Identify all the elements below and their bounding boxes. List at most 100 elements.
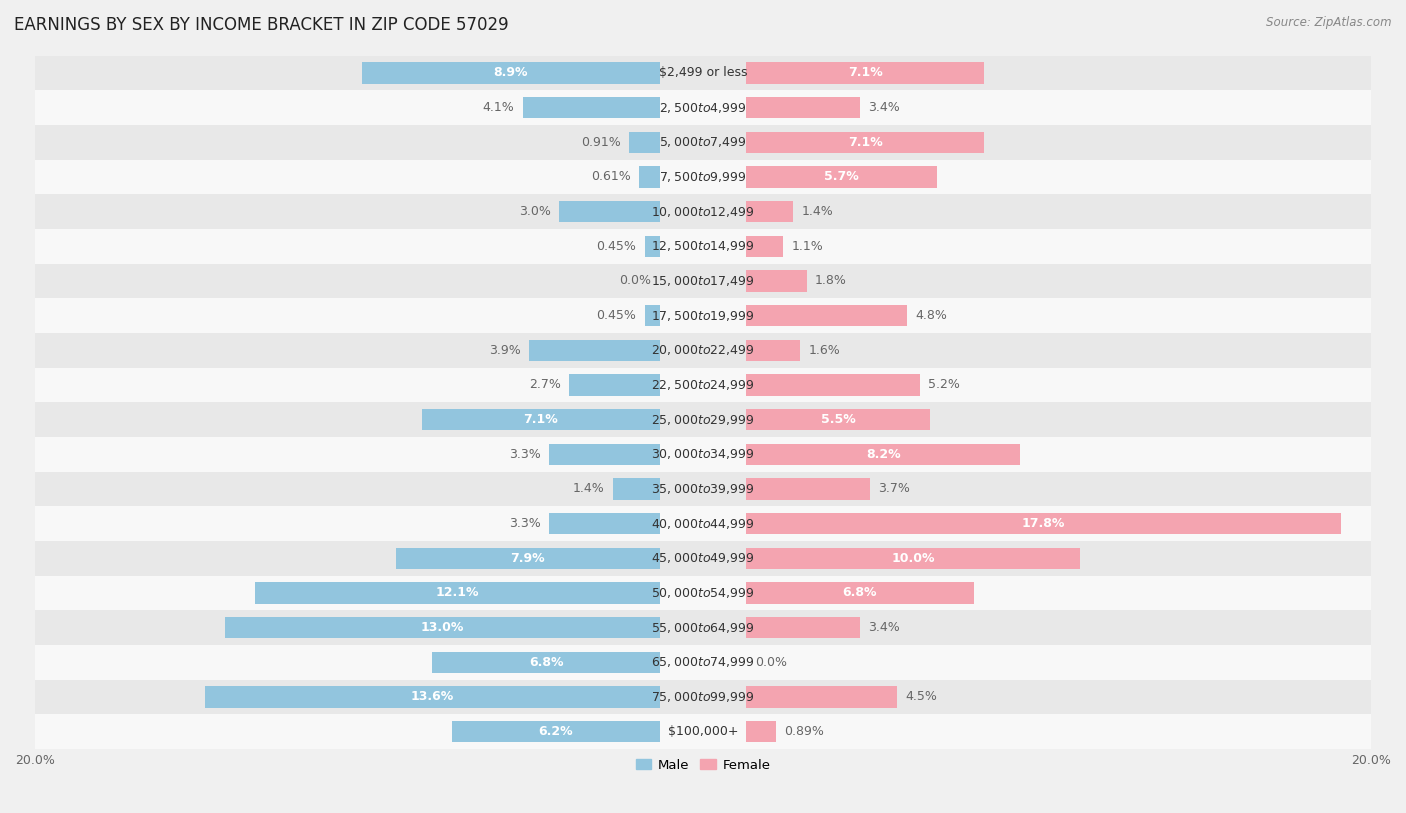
Text: 13.6%: 13.6%: [411, 690, 454, 703]
Text: 6.8%: 6.8%: [842, 586, 877, 599]
Text: 0.89%: 0.89%: [785, 725, 824, 738]
Text: 3.0%: 3.0%: [519, 205, 551, 218]
Bar: [35, 263, 1371, 298]
Text: 5.5%: 5.5%: [821, 413, 856, 426]
Text: $35,000 to $39,999: $35,000 to $39,999: [651, 482, 755, 496]
Text: 8.9%: 8.9%: [494, 67, 529, 80]
Text: 4.1%: 4.1%: [482, 101, 515, 114]
Bar: [35, 333, 1371, 367]
Bar: [453, 721, 659, 742]
Text: 13.0%: 13.0%: [420, 621, 464, 634]
Bar: [747, 201, 793, 223]
Bar: [747, 409, 931, 430]
Bar: [747, 340, 800, 361]
Text: 0.45%: 0.45%: [596, 309, 636, 322]
Text: $2,499 or less: $2,499 or less: [659, 67, 747, 80]
Bar: [613, 478, 659, 500]
Bar: [523, 97, 659, 119]
Bar: [569, 374, 659, 396]
Text: 7.1%: 7.1%: [848, 67, 883, 80]
Text: 0.0%: 0.0%: [755, 656, 787, 669]
Text: 3.7%: 3.7%: [879, 482, 910, 495]
Bar: [747, 582, 973, 604]
Text: 3.4%: 3.4%: [869, 621, 900, 634]
Text: 1.4%: 1.4%: [572, 482, 605, 495]
Text: 10.0%: 10.0%: [891, 552, 935, 565]
Bar: [256, 582, 659, 604]
Text: 4.8%: 4.8%: [915, 309, 948, 322]
Bar: [628, 132, 659, 153]
Bar: [747, 547, 1080, 569]
Bar: [560, 201, 659, 223]
Bar: [747, 686, 897, 707]
Text: 17.8%: 17.8%: [1022, 517, 1066, 530]
Text: $25,000 to $29,999: $25,000 to $29,999: [651, 413, 755, 427]
Bar: [225, 617, 659, 638]
Text: $15,000 to $17,499: $15,000 to $17,499: [651, 274, 755, 288]
Bar: [395, 547, 659, 569]
Bar: [747, 721, 776, 742]
Bar: [35, 645, 1371, 680]
Bar: [35, 541, 1371, 576]
Text: 7.9%: 7.9%: [510, 552, 546, 565]
Text: $5,000 to $7,499: $5,000 to $7,499: [659, 135, 747, 150]
Text: 3.9%: 3.9%: [489, 344, 522, 357]
Legend: Male, Female: Male, Female: [630, 754, 776, 777]
Bar: [550, 513, 659, 534]
Text: 6.8%: 6.8%: [529, 656, 564, 669]
Text: $75,000 to $99,999: $75,000 to $99,999: [651, 690, 755, 704]
Text: $100,000+: $100,000+: [668, 725, 738, 738]
Text: $17,500 to $19,999: $17,500 to $19,999: [651, 309, 755, 323]
Bar: [35, 229, 1371, 263]
Bar: [35, 367, 1371, 402]
Text: $40,000 to $44,999: $40,000 to $44,999: [651, 516, 755, 531]
Text: 1.4%: 1.4%: [801, 205, 834, 218]
Text: $30,000 to $34,999: $30,000 to $34,999: [651, 447, 755, 461]
Bar: [422, 409, 659, 430]
Bar: [747, 374, 920, 396]
Bar: [35, 576, 1371, 611]
Text: 5.2%: 5.2%: [928, 378, 960, 391]
Bar: [747, 513, 1341, 534]
Bar: [747, 166, 936, 188]
Text: 7.1%: 7.1%: [848, 136, 883, 149]
Bar: [35, 611, 1371, 645]
Text: EARNINGS BY SEX BY INCOME BRACKET IN ZIP CODE 57029: EARNINGS BY SEX BY INCOME BRACKET IN ZIP…: [14, 16, 509, 34]
Text: 3.3%: 3.3%: [509, 517, 541, 530]
Bar: [747, 444, 1021, 465]
Bar: [35, 472, 1371, 506]
Bar: [35, 90, 1371, 125]
Bar: [35, 506, 1371, 541]
Text: $45,000 to $49,999: $45,000 to $49,999: [651, 551, 755, 565]
Text: $55,000 to $64,999: $55,000 to $64,999: [651, 620, 755, 635]
Bar: [747, 305, 907, 326]
Text: $50,000 to $54,999: $50,000 to $54,999: [651, 586, 755, 600]
Bar: [35, 437, 1371, 472]
Bar: [550, 444, 659, 465]
Text: 6.2%: 6.2%: [538, 725, 574, 738]
Bar: [644, 305, 659, 326]
Bar: [35, 125, 1371, 159]
Text: $65,000 to $74,999: $65,000 to $74,999: [651, 655, 755, 669]
Text: $20,000 to $22,499: $20,000 to $22,499: [651, 343, 755, 357]
Text: 0.0%: 0.0%: [619, 275, 651, 288]
Text: $22,500 to $24,999: $22,500 to $24,999: [651, 378, 755, 392]
Text: 3.3%: 3.3%: [509, 448, 541, 461]
Bar: [747, 63, 984, 84]
Bar: [205, 686, 659, 707]
Bar: [35, 715, 1371, 749]
Text: $2,500 to $4,999: $2,500 to $4,999: [659, 101, 747, 115]
Text: 8.2%: 8.2%: [866, 448, 901, 461]
Text: 2.7%: 2.7%: [529, 378, 561, 391]
Text: 0.91%: 0.91%: [581, 136, 621, 149]
Bar: [529, 340, 659, 361]
Bar: [35, 159, 1371, 194]
Bar: [644, 236, 659, 257]
Bar: [747, 132, 984, 153]
Text: 3.4%: 3.4%: [869, 101, 900, 114]
Text: $12,500 to $14,999: $12,500 to $14,999: [651, 239, 755, 254]
Text: 12.1%: 12.1%: [436, 586, 479, 599]
Text: $7,500 to $9,999: $7,500 to $9,999: [659, 170, 747, 184]
Bar: [640, 166, 659, 188]
Bar: [433, 651, 659, 673]
